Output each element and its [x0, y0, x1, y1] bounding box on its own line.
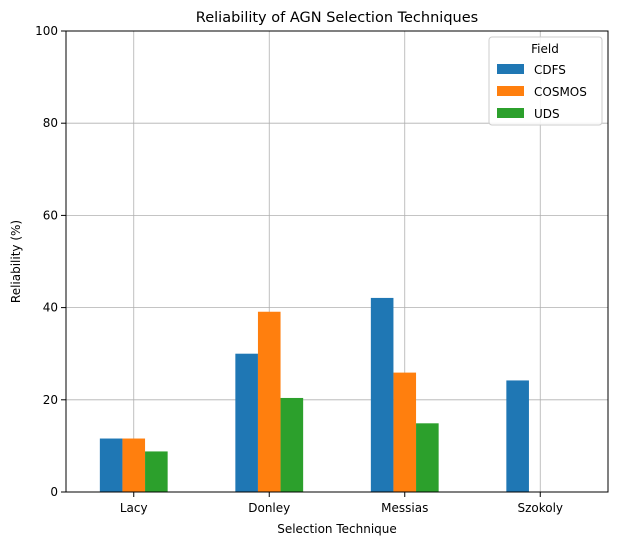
bar-uds-lacy [145, 451, 168, 492]
legend-title: Field [531, 42, 559, 56]
bar-cdfs-lacy [99, 438, 123, 492]
plot-frame [65, 30, 609, 493]
bar-cdfs-szokoly [506, 380, 529, 492]
legend: Field CDFS COSMOS UDS [488, 36, 603, 126]
bar-cosmos-lacy [122, 438, 146, 492]
legend-swatch-uds [497, 108, 524, 118]
bars [99, 297, 529, 492]
bar-uds-donley [280, 397, 304, 492]
legend-label-uds: UDS [534, 107, 560, 121]
bar-uds-messias [416, 423, 439, 492]
bar-cosmos-donley [257, 311, 281, 492]
x-tick-label: Lacy [120, 501, 148, 515]
y-tick-label: 80 [43, 116, 58, 130]
x-tick-label: Szokoly [517, 501, 563, 515]
legend-swatch-cosmos [497, 86, 524, 96]
bar-cdfs-messias [370, 297, 394, 492]
bar-cdfs-donley [235, 353, 258, 492]
legend-label-cosmos: COSMOS [534, 85, 587, 99]
x-tick-label: Messias [381, 501, 428, 515]
y-tick-label: 20 [43, 393, 58, 407]
legend-label-cdfs: CDFS [534, 63, 566, 77]
y-tick-label: 0 [50, 485, 58, 499]
legend-box [488, 36, 603, 126]
x-axis-ticks: Lacy Donley Messias Szokoly [120, 492, 563, 515]
legend-swatch-cdfs [497, 64, 524, 74]
chart-title: Reliability of AGN Selection Techniques [196, 10, 478, 26]
y-tick-label: 60 [43, 208, 58, 222]
y-axis-label: Reliability (%) [9, 220, 23, 303]
y-tick-label: 40 [43, 301, 58, 315]
y-tick-label: 100 [35, 24, 58, 38]
x-tick-label: Donley [248, 501, 290, 515]
y-axis-ticks: 0 20 40 60 80 100 [35, 24, 66, 499]
bar-cosmos-messias [393, 372, 417, 492]
legend-items: CDFS COSMOS UDS [497, 63, 587, 121]
x-axis-label: Selection Technique [277, 522, 397, 536]
